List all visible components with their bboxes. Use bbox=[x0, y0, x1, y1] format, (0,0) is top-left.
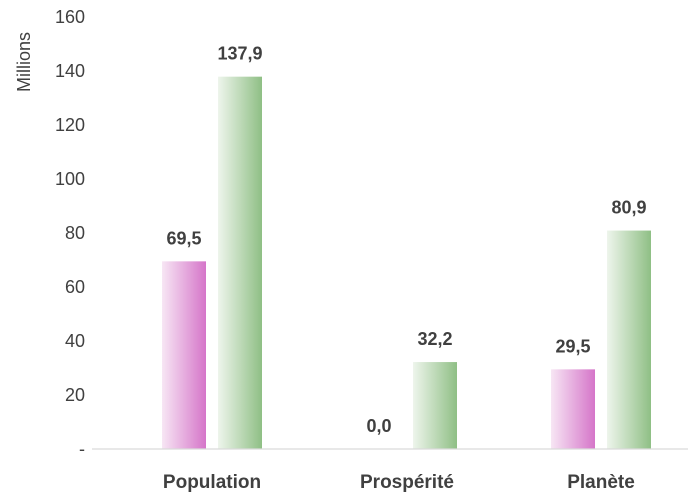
y-tick-label: 100 bbox=[55, 169, 85, 189]
bar bbox=[607, 230, 651, 449]
y-tick-label: 140 bbox=[55, 61, 85, 81]
y-tick-label: 120 bbox=[55, 115, 85, 135]
y-tick-label: 80 bbox=[65, 223, 85, 243]
bars bbox=[162, 76, 651, 450]
y-ticks: - 20 40 60 80 100 120 140 160 bbox=[55, 7, 85, 459]
y-tick-label: 60 bbox=[65, 277, 85, 297]
category-label: Prospérité bbox=[360, 472, 454, 493]
bar bbox=[162, 261, 206, 449]
data-labels: 69,5 137,9 0,0 32,2 29,5 80,9 bbox=[166, 44, 646, 436]
data-label: 32,2 bbox=[417, 329, 452, 349]
y-axis-label: Millions bbox=[14, 32, 34, 92]
data-label: 0,0 bbox=[366, 416, 391, 436]
y-tick-label: 160 bbox=[55, 7, 85, 27]
y-tick-label: 20 bbox=[65, 385, 85, 405]
data-label: 137,9 bbox=[217, 44, 262, 64]
bar bbox=[413, 362, 457, 449]
y-tick-label: - bbox=[79, 439, 85, 459]
category-label: Population bbox=[163, 472, 261, 493]
category-label: Planète bbox=[567, 472, 635, 493]
data-label: 80,9 bbox=[611, 198, 646, 218]
bar bbox=[551, 369, 595, 449]
data-label: 69,5 bbox=[166, 228, 201, 248]
bar bbox=[218, 76, 262, 450]
data-label: 29,5 bbox=[555, 336, 590, 356]
category-labels: Population Prospérité Planète bbox=[163, 472, 635, 493]
y-tick-label: 40 bbox=[65, 331, 85, 351]
